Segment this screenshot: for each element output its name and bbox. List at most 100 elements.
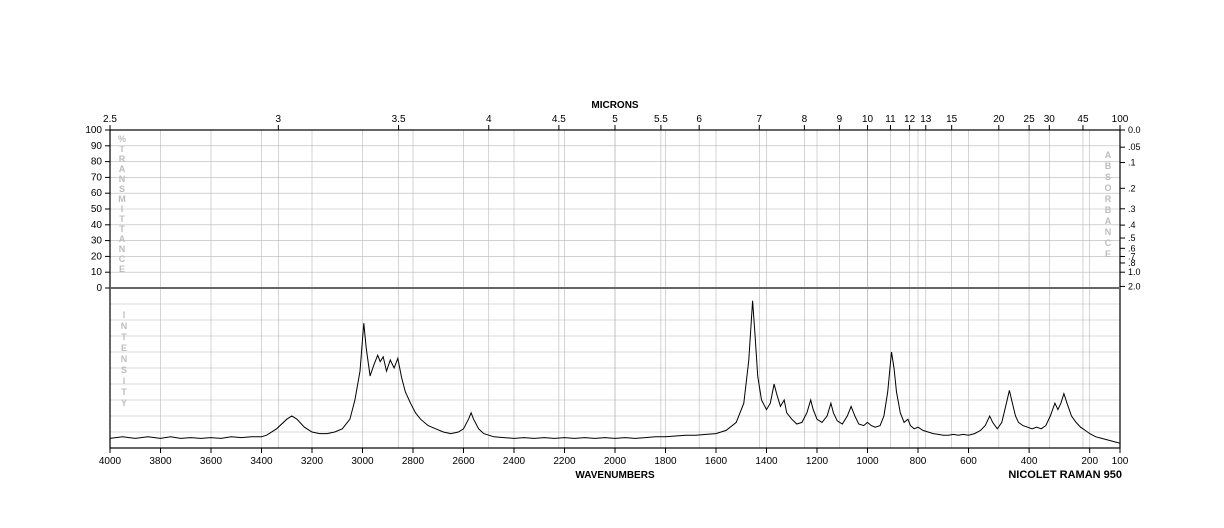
- transmittance-tick-label: 80: [91, 157, 103, 168]
- intensity-axis-char: I: [123, 310, 126, 320]
- wavenumber-tick-label: 4000: [99, 456, 122, 467]
- transmittance-tick-label: 20: [91, 251, 103, 262]
- absorbance-axis-char: R: [1105, 194, 1112, 204]
- transmittance-tick-label: 10: [91, 267, 103, 278]
- micron-tick-label: 30: [1044, 114, 1056, 125]
- wavenumber-tick-label: 600: [960, 456, 977, 467]
- transmittance-axis-char: N: [119, 174, 126, 184]
- micron-tick-label: 3: [276, 114, 282, 125]
- absorbance-tick-label: 0.0: [1128, 125, 1141, 135]
- absorbance-axis-char: O: [1104, 183, 1111, 193]
- micron-tick-label: 20: [993, 114, 1005, 125]
- instrument-label: NICOLET RAMAN 950: [1008, 469, 1122, 481]
- transmittance-tick-label: 90: [91, 141, 103, 152]
- wavenumber-tick-label: 1600: [705, 456, 728, 467]
- micron-tick-label: 100: [1112, 114, 1129, 125]
- absorbance-tick-label: .5: [1128, 233, 1136, 243]
- absorbance-axis-char: N: [1105, 227, 1112, 237]
- spectrum-svg: 2.533.544.555.56789101112131520253045100…: [0, 0, 1224, 528]
- absorbance-tick-label: .05: [1128, 142, 1141, 152]
- wavenumber-tick-label: 2200: [553, 456, 576, 467]
- micron-tick-label: 5.5: [654, 114, 668, 125]
- wavenumber-tick-label: 2800: [402, 456, 425, 467]
- absorbance-tick-label: 1.0: [1128, 267, 1141, 277]
- wavenumber-tick-label: 2000: [604, 456, 627, 467]
- wavenumber-tick-label: 2600: [452, 456, 475, 467]
- absorbance-axis-char: B: [1105, 161, 1112, 171]
- wavenumber-tick-label: 1200: [806, 456, 829, 467]
- intensity-axis-char: E: [121, 343, 127, 353]
- bottom-axis-label: WAVENUMBERS: [575, 470, 655, 481]
- absorbance-axis-char: A: [1105, 150, 1112, 160]
- wavenumber-tick-label: 2400: [503, 456, 526, 467]
- micron-tick-label: 12: [904, 114, 916, 125]
- micron-tick-label: 8: [802, 114, 808, 125]
- transmittance-axis-char: I: [121, 204, 124, 214]
- intensity-axis-char: T: [121, 332, 127, 342]
- wavenumber-tick-label: 800: [910, 456, 927, 467]
- micron-tick-label: 45: [1077, 114, 1089, 125]
- transmittance-tick-label: 60: [91, 188, 103, 199]
- intensity-axis-char: Y: [121, 398, 127, 408]
- wavenumber-tick-label: 100: [1112, 456, 1129, 467]
- transmittance-axis-char: T: [119, 214, 125, 224]
- transmittance-tick-label: 0: [96, 283, 102, 294]
- transmittance-axis-char: E: [119, 264, 125, 274]
- micron-tick-label: 13: [920, 114, 932, 125]
- absorbance-axis-char: E: [1105, 249, 1111, 259]
- absorbance-tick-label: .1: [1128, 157, 1136, 167]
- wavenumber-tick-label: 3000: [351, 456, 374, 467]
- wavenumber-tick-label: 3800: [149, 456, 172, 467]
- top-axis-label: MICRONS: [591, 100, 639, 111]
- transmittance-axis-char: R: [119, 154, 126, 164]
- transmittance-tick-label: 100: [85, 125, 102, 136]
- intensity-axis-char: T: [121, 387, 127, 397]
- micron-tick-label: 11: [885, 114, 896, 125]
- intensity-axis-char: N: [121, 354, 128, 364]
- transmittance-axis-char: A: [119, 164, 126, 174]
- absorbance-axis-char: B: [1105, 205, 1112, 215]
- transmittance-axis-char: %: [118, 134, 126, 144]
- micron-tick-label: 15: [946, 114, 958, 125]
- micron-tick-label: 5: [612, 114, 618, 125]
- absorbance-axis-char: S: [1105, 172, 1111, 182]
- absorbance-tick-label: .2: [1128, 183, 1136, 193]
- chart-wrap: 2.533.544.555.56789101112131520253045100…: [0, 0, 1224, 528]
- micron-tick-label: 25: [1024, 114, 1036, 125]
- transmittance-axis-char: S: [119, 184, 125, 194]
- transmittance-axis-char: M: [118, 194, 126, 204]
- absorbance-tick-label: 2.0: [1128, 281, 1141, 291]
- transmittance-axis-char: C: [119, 254, 126, 264]
- spectrum-chart-container: 2.533.544.555.56789101112131520253045100…: [0, 0, 1224, 528]
- absorbance-axis-char: C: [1105, 238, 1112, 248]
- transmittance-axis-char: N: [119, 244, 126, 254]
- absorbance-tick-label: .4: [1128, 220, 1136, 230]
- transmittance-axis-char: T: [119, 144, 125, 154]
- micron-tick-label: 4: [486, 114, 492, 125]
- intensity-axis-char: I: [123, 376, 126, 386]
- wavenumber-tick-label: 400: [1021, 456, 1038, 467]
- transmittance-axis-char: A: [119, 234, 126, 244]
- absorbance-tick-label: .3: [1128, 204, 1136, 214]
- micron-tick-label: 10: [862, 114, 874, 125]
- micron-tick-label: 4.5: [552, 114, 566, 125]
- absorbance-axis-char: A: [1105, 216, 1112, 226]
- micron-tick-label: 7: [757, 114, 763, 125]
- intensity-axis-char: N: [121, 321, 128, 331]
- wavenumber-tick-label: 1400: [755, 456, 778, 467]
- wavenumber-tick-label: 200: [1081, 456, 1098, 467]
- wavenumber-tick-label: 3600: [200, 456, 223, 467]
- transmittance-tick-label: 70: [91, 172, 103, 183]
- micron-tick-label: 2.5: [103, 114, 117, 125]
- wavenumber-tick-label: 3400: [250, 456, 273, 467]
- intensity-axis-char: S: [121, 365, 127, 375]
- transmittance-tick-label: 50: [91, 204, 103, 215]
- micron-tick-label: 6: [696, 114, 702, 125]
- wavenumber-tick-label: 3200: [301, 456, 324, 467]
- transmittance-tick-label: 40: [91, 220, 103, 231]
- wavenumber-tick-label: 1000: [856, 456, 879, 467]
- transmittance-axis-char: T: [119, 224, 125, 234]
- wavenumber-tick-label: 1800: [654, 456, 677, 467]
- micron-tick-label: 9: [837, 114, 843, 125]
- micron-tick-label: 3.5: [392, 114, 406, 125]
